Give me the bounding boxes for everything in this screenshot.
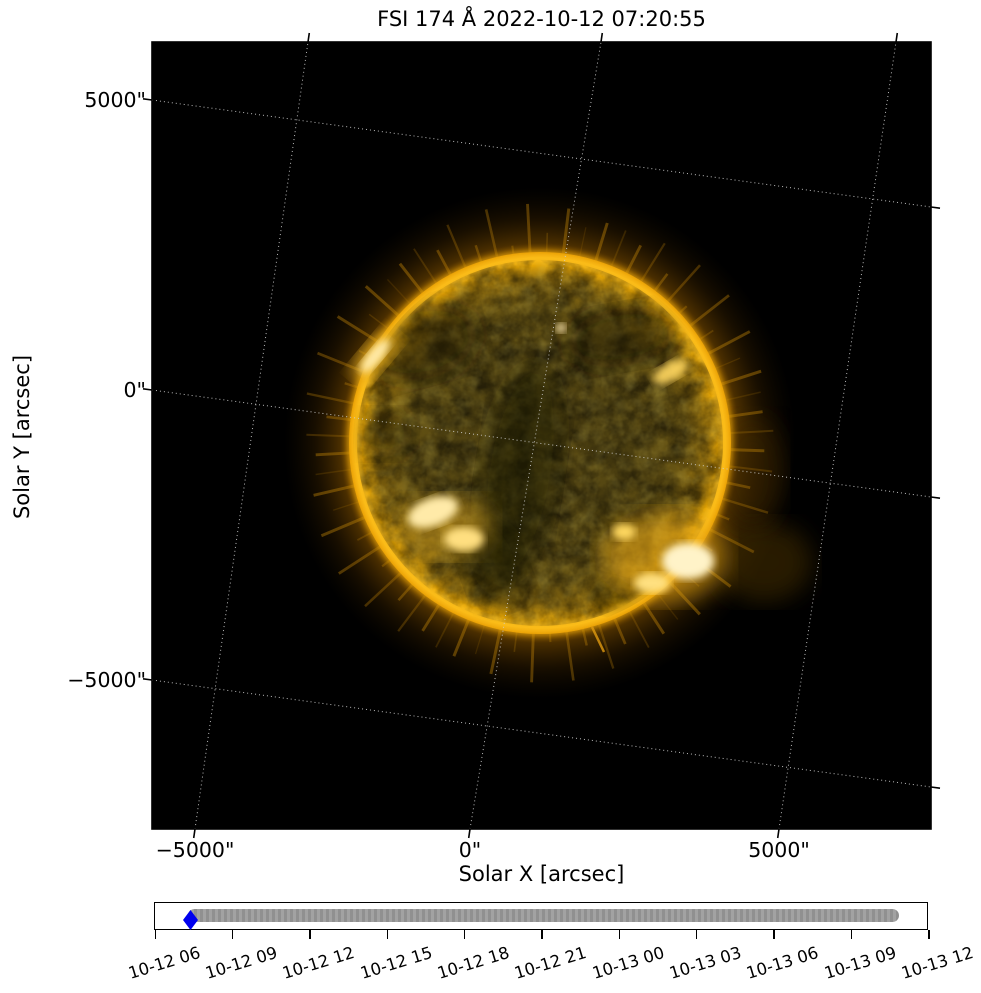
timeline-tick-label: 10-12 15 [357, 943, 435, 983]
y-tick-label: 5000" [84, 88, 146, 112]
timeline-tick-label: 10-12 06 [125, 943, 203, 983]
timeline-tick [928, 930, 930, 939]
timeline-tick-label: 10-12 09 [202, 943, 280, 983]
solar-image-panel [142, 32, 941, 839]
timeline-marker[interactable] [183, 910, 198, 930]
y-axis-label: Solar Y [arcsec] [10, 354, 34, 520]
coordinate-grid [151, 41, 932, 830]
y-tick-label: 0" [123, 378, 146, 402]
x-tick-label: 0" [458, 838, 482, 862]
timeline-tick-label: 10-13 03 [666, 943, 744, 983]
timeline-slider[interactable] [154, 902, 928, 930]
sun-rendering [152, 42, 931, 829]
timeline-tick-label: 10-13 06 [744, 943, 821, 983]
timeline-tick-label: 10-12 12 [280, 943, 357, 983]
plot-title: FSI 174 Å 2022-10-12 07:20:55 [377, 7, 706, 31]
timeline-tick-label: 10-13 00 [589, 943, 667, 983]
timeline-tick [541, 930, 543, 939]
timeline-tick [231, 930, 234, 939]
timeline-tick [618, 930, 621, 939]
axes-frame [142, 32, 941, 839]
timeline-tick [463, 930, 466, 939]
timeline-tick [850, 930, 853, 939]
x-tick-label: −5000" [155, 838, 235, 862]
sun-limb [348, 251, 732, 635]
timeline-tick-label: 10-13 12 [899, 943, 976, 983]
timeline-tick [773, 930, 775, 939]
timeline-tick [386, 930, 389, 939]
timeline-tick-label: 10-12 18 [434, 943, 512, 983]
x-axis-label: Solar X [arcsec] [458, 862, 625, 886]
timeline-tick-label: 10-12 21 [512, 943, 589, 983]
timeline-tick [309, 930, 311, 939]
timeline-tick [695, 930, 698, 939]
timeline-tick-label: 10-13 09 [821, 943, 899, 983]
active-regions [352, 323, 726, 653]
solar-image [142, 32, 941, 839]
timeline-tick [154, 930, 156, 939]
timeline-track[interactable] [188, 909, 899, 922]
y-tick-label: −5000" [67, 668, 146, 692]
x-tick-label: 5000" [748, 838, 810, 862]
